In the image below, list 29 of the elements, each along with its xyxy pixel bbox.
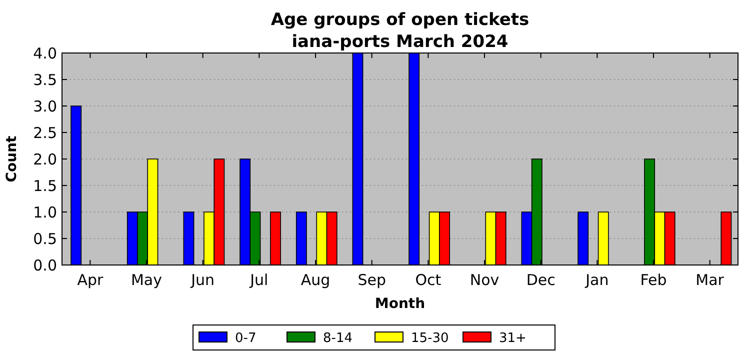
x-axis-title: Month	[374, 296, 426, 312]
legend-label: 15-30	[411, 331, 449, 346]
x-tick-label: Feb	[640, 271, 667, 289]
legend-label: 8-14	[323, 331, 353, 346]
legend-label: 0-7	[235, 331, 256, 346]
x-tick-label: May	[130, 271, 162, 289]
x-tick-label: Jun	[190, 271, 215, 289]
legend-label: 31+	[499, 331, 526, 346]
x-tick-label: Dec	[526, 271, 556, 289]
y-tick-label: 3.5	[33, 70, 57, 89]
y-tick-label: 4.0	[33, 44, 57, 62]
x-tick-label: Mar	[696, 271, 725, 289]
x-tick-label: Jan	[584, 271, 609, 289]
x-tick-label: Apr	[77, 271, 104, 289]
y-tick-label: 2.5	[33, 124, 57, 142]
y-axis-title: Count	[4, 135, 20, 182]
y-tick-label: 3.0	[33, 97, 57, 116]
x-tick-label: Oct	[415, 271, 442, 289]
x-tick-label: Sep	[358, 271, 386, 289]
y-tick-label: 0.0	[33, 256, 57, 274]
y-tick-label: 1.0	[33, 203, 57, 222]
x-tick-label: Jul	[249, 271, 268, 289]
y-tick-label: 0.5	[33, 230, 57, 248]
x-tick-label: Nov	[470, 271, 500, 289]
y-tick-label: 1.5	[33, 176, 57, 195]
x-tick-label: Aug	[300, 271, 330, 289]
chart-title: Age groups of open tickets	[270, 10, 530, 30]
chart-subtitle: iana-ports March 2024	[292, 32, 508, 52]
y-tick-label: 2.0	[33, 150, 57, 168]
